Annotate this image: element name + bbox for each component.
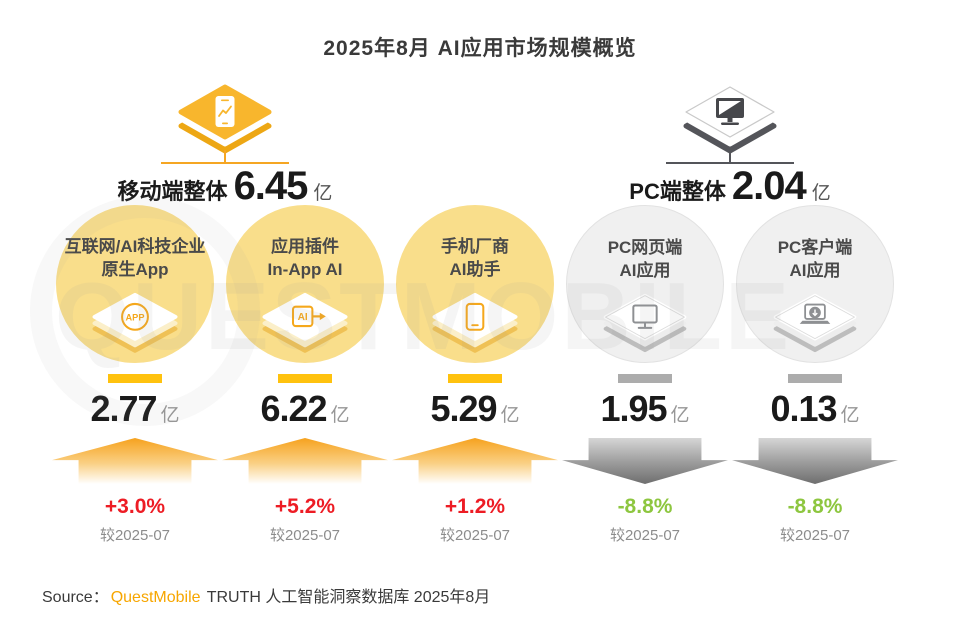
caption-line2: In-App AI [267, 260, 343, 279]
pc-total-value: 2.04 [731, 164, 807, 208]
svg-text:APP: APP [126, 313, 145, 323]
app-badge-icon: APP [92, 292, 178, 353]
pc-connector-vertical [729, 150, 731, 163]
pc-stack-icon [683, 84, 777, 154]
category-value: 2.77 亿 [90, 388, 179, 430]
pc-total: PC端整体 2.04 亿 [550, 164, 910, 209]
value-underline-bar [618, 374, 672, 383]
value-underline-bar [788, 374, 842, 383]
value-number: 5.29 [430, 388, 497, 429]
value-underline-bar [108, 374, 162, 383]
pc-client-icon [773, 293, 857, 353]
change-percent: +1.2% [444, 495, 506, 518]
category-value: 5.29 亿 [430, 388, 519, 430]
mobile-total-unit: 亿 [313, 183, 333, 204]
category-circle: 手机厂商 AI助手 [396, 205, 554, 363]
change-percent: -8.8% [617, 495, 673, 518]
value-unit: 亿 [330, 405, 350, 426]
caption-line1: 应用插件 [271, 237, 339, 256]
category-circle: 互联网/AI科技企业 原生App APP [56, 205, 214, 363]
value-number: 1.95 [600, 388, 667, 429]
trend-down-arrow-icon [562, 438, 728, 484]
value-number: 0.13 [770, 388, 837, 429]
change-percent: +5.2% [274, 495, 336, 518]
mobile-total-value: 6.45 [233, 164, 309, 208]
change-percent: +3.0% [104, 495, 166, 518]
category-circle: PC网页端 AI应用 [566, 205, 724, 363]
category-caption: 手机厂商 AI助手 [441, 235, 509, 281]
source-prefix: Source： [42, 589, 109, 606]
category-circle: 应用插件 In-App AI AI [226, 205, 384, 363]
source-rest: TRUTH 人工智能洞察数据库 2025年8月 [202, 589, 491, 606]
value-number: 6.22 [260, 388, 327, 429]
caption-line2: 原生App [101, 260, 169, 279]
category-caption: PC网页端 AI应用 [608, 236, 683, 282]
mobile-total: 移动端整体 6.45 亿 [45, 164, 405, 209]
source-brand: QuestMobile [110, 589, 201, 606]
value-unit: 亿 [160, 405, 180, 426]
caption-line2: AI助手 [449, 260, 501, 279]
category-column-in-app-ai: 应用插件 In-App AI AI 6.22 亿 +5.2% 较2025-07 [220, 205, 390, 545]
mobile-total-label: 移动端整体 [117, 179, 228, 204]
phone-assistant-icon [432, 292, 518, 353]
category-caption: 应用插件 In-App AI [268, 235, 343, 281]
pc-connector-horizontal [666, 162, 794, 164]
compare-period: 较2025-07 [609, 527, 681, 544]
category-value: 1.95 亿 [600, 388, 689, 430]
caption-line1: 手机厂商 [441, 237, 509, 256]
value-underline-bar [278, 374, 332, 383]
category-column-phone-assistant: 手机厂商 AI助手 5.29 亿 +1.2% 较2025-07 [390, 205, 560, 545]
category-column-native-app: 互联网/AI科技企业 原生App APP 2.77 亿 +3.0% 较2025-… [50, 205, 220, 545]
pc-total-unit: 亿 [811, 183, 831, 204]
caption-line1: PC网页端 [607, 238, 683, 257]
svg-text:AI: AI [298, 312, 308, 323]
category-column-pc-client: PC客户端 AI应用 0.13 亿 -8.8% 较2025-07 [730, 205, 900, 545]
category-value: 6.22 亿 [260, 388, 349, 430]
value-unit: 亿 [500, 405, 520, 426]
pc-web-icon [603, 293, 687, 353]
mobile-stack-icon [178, 84, 272, 154]
compare-period: 较2025-07 [269, 527, 341, 544]
in-app-ai-icon: AI [262, 292, 348, 353]
category-column-pc-web: PC网页端 AI应用 1.95 亿 -8.8% 较2025-07 [560, 205, 730, 545]
trend-up-arrow-icon [52, 438, 218, 484]
value-unit: 亿 [670, 405, 690, 426]
mobile-connector-vertical [224, 150, 226, 163]
category-caption: 互联网/AI科技企业 原生App [65, 235, 206, 281]
trend-up-arrow-icon [222, 438, 388, 484]
caption-line2: AI应用 [789, 261, 841, 280]
pc-total-label: PC端整体 [629, 179, 726, 204]
value-number: 2.77 [90, 388, 157, 429]
change-percent: -8.8% [787, 495, 843, 518]
compare-period: 较2025-07 [99, 527, 171, 544]
caption-line2: AI应用 [619, 261, 671, 280]
category-value: 0.13 亿 [770, 388, 859, 430]
trend-down-arrow-icon [732, 438, 898, 484]
value-underline-bar [448, 374, 502, 383]
category-circle: PC客户端 AI应用 [736, 205, 894, 363]
page-title: 2025年8月 AI应用市场规模概览 [323, 37, 637, 60]
mobile-connector-horizontal [161, 162, 289, 164]
source-line: Source： QuestMobile TRUTH 人工智能洞察数据库 2025年… [42, 583, 490, 607]
caption-line1: 互联网/AI科技企业 [64, 237, 206, 256]
trend-up-arrow-icon [392, 438, 558, 484]
category-caption: PC客户端 AI应用 [778, 236, 853, 282]
compare-period: 较2025-07 [439, 527, 511, 544]
compare-period: 较2025-07 [779, 527, 851, 544]
value-unit: 亿 [840, 405, 860, 426]
caption-line1: PC客户端 [777, 238, 853, 257]
